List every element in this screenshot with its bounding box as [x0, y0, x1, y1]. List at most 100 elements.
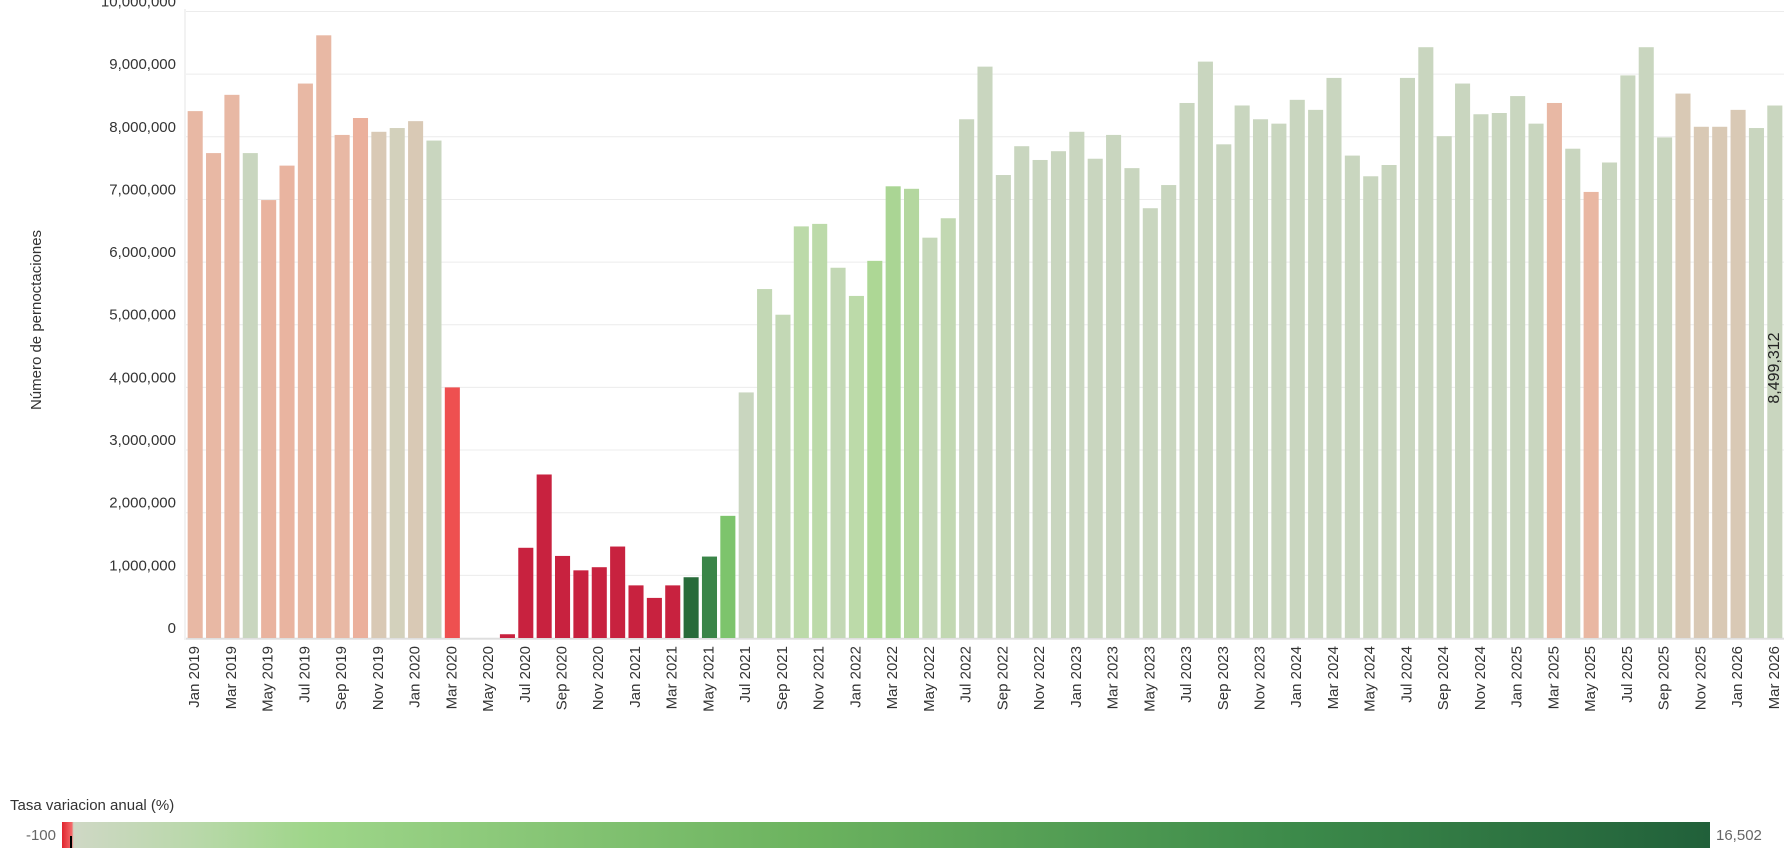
y-tick-label: 5,000,000: [109, 307, 176, 324]
x-tick-label: Nov 2019: [370, 646, 387, 710]
x-tick-label: Sep 2025: [1656, 646, 1673, 710]
y-tick-label: 9,000,000: [109, 56, 176, 73]
y-tick-label: 1,000,000: [109, 557, 176, 574]
bar: [389, 128, 405, 638]
bar: [720, 515, 736, 638]
bar: [1693, 126, 1709, 638]
bar: [940, 218, 956, 638]
bar: [848, 295, 864, 638]
x-tick-label: Jan 2019: [186, 646, 203, 708]
x-tick-label: Jan 2023: [1068, 646, 1085, 708]
x-tick-label: Sep 2023: [1215, 646, 1232, 710]
y-tick-label: 2,000,000: [109, 495, 176, 512]
x-tick-label: Sep 2021: [774, 646, 791, 710]
bar: [1601, 162, 1618, 639]
bar: [1528, 123, 1544, 638]
bar: [1050, 151, 1067, 638]
bar: [1620, 75, 1636, 638]
bar: [683, 577, 699, 638]
bar: [1748, 128, 1764, 638]
x-tick-label: Jan 2022: [847, 646, 864, 708]
y-tick-label: 4,000,000: [109, 369, 176, 386]
x-tick-label: Jan 2024: [1288, 646, 1305, 708]
bar: [1032, 159, 1048, 639]
bar: [1381, 164, 1397, 638]
x-tick-label: May 2020: [480, 646, 497, 712]
bar: [1455, 83, 1471, 638]
bar: [628, 585, 644, 638]
x-tick-label: Nov 2024: [1472, 646, 1489, 710]
bar: [1730, 109, 1746, 638]
bar: [1124, 168, 1140, 638]
legend-max: 16,502: [1716, 827, 1762, 844]
bar: [187, 111, 203, 638]
bar: [408, 121, 424, 638]
bar: [1289, 99, 1305, 639]
x-tick-label: May 2023: [1141, 646, 1158, 712]
bar: [573, 570, 589, 638]
x-tick-label: Jul 2022: [958, 646, 975, 703]
x-tick-label: Nov 2020: [590, 646, 607, 710]
x-tick-label: Sep 2024: [1435, 646, 1452, 710]
bar: [206, 153, 222, 638]
bar: [1106, 134, 1122, 638]
bar: [665, 585, 681, 638]
bar: [775, 314, 791, 638]
value-label: 8,499,312: [1766, 332, 1783, 403]
y-tick-label: 0: [168, 620, 176, 637]
x-tick-label: Jul 2020: [517, 646, 534, 703]
x-tick-label: Nov 2022: [1031, 646, 1048, 710]
bar: [1216, 144, 1232, 639]
bar: [1399, 77, 1415, 638]
bar: [297, 83, 313, 638]
x-tick-label: May 2025: [1582, 646, 1599, 712]
bar: [261, 200, 277, 638]
y-tick-label: 7,000,000: [109, 181, 176, 198]
x-tick-label: May 2019: [260, 646, 277, 712]
bar: [1197, 61, 1213, 639]
x-tick-label: Mar 2023: [1105, 646, 1122, 709]
bar: [499, 634, 515, 638]
bar: [885, 186, 901, 639]
bar: [1473, 114, 1489, 639]
bar: [738, 392, 754, 638]
x-tick-label: Nov 2021: [811, 646, 828, 710]
bar: [536, 474, 552, 638]
bar: [371, 131, 387, 638]
bar: [1252, 119, 1269, 639]
legend-min: -100: [26, 827, 56, 844]
x-tick-label: Mar 2024: [1325, 646, 1342, 709]
x-tick-label: Nov 2023: [1251, 646, 1268, 710]
bar: [1546, 102, 1562, 638]
x-tick-label: Jul 2024: [1398, 646, 1415, 703]
y-tick-label: 3,000,000: [109, 432, 176, 449]
bar: [1087, 158, 1103, 639]
x-tick-label: Jul 2019: [296, 646, 313, 703]
bar: [1510, 96, 1526, 639]
bar: [995, 175, 1011, 638]
bar: [1326, 77, 1342, 638]
bar: [1234, 105, 1250, 638]
x-tick-label: Mar 2025: [1545, 646, 1562, 709]
x-tick-label: May 2021: [700, 646, 717, 712]
y-tick-label: 10,000,000: [101, 0, 176, 10]
bar: [316, 35, 332, 639]
x-tick-label: Sep 2022: [994, 646, 1011, 710]
bar: [518, 547, 534, 638]
color-scale: [62, 822, 1710, 848]
bar: [959, 119, 975, 639]
bar: [555, 555, 571, 638]
bar: [793, 226, 809, 638]
bar: [1418, 47, 1434, 639]
bar: [1344, 155, 1360, 638]
x-tick-label: Mar 2022: [884, 646, 901, 709]
bar: [1583, 191, 1599, 638]
x-tick-label: Mar 2021: [664, 646, 681, 709]
y-tick-label: 6,000,000: [109, 244, 176, 261]
x-tick-label: May 2024: [1362, 646, 1379, 712]
x-tick-label: Jan 2026: [1729, 646, 1746, 708]
bar: [1014, 146, 1030, 638]
bar: [224, 94, 240, 638]
bar: [1712, 126, 1728, 638]
